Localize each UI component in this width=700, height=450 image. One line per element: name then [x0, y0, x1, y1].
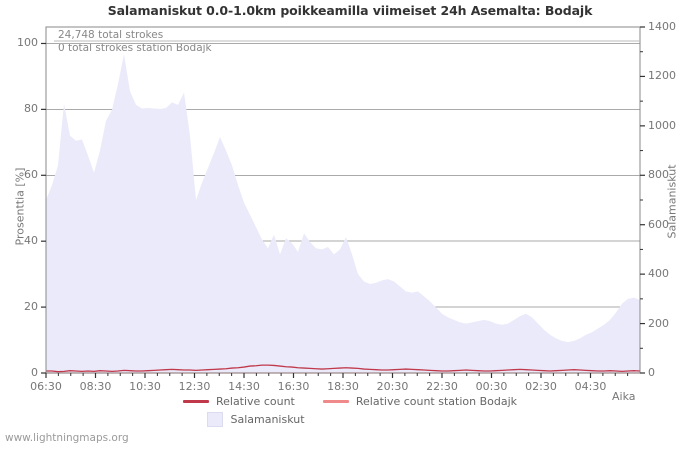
x-tick-1030: 10:30 [129, 380, 161, 393]
y-tick-right-1200: 1200 [648, 69, 676, 83]
x-axis-label: Aika [612, 390, 636, 403]
legend-item-salamaniskut[interactable]: Salamaniskut [207, 411, 305, 427]
y-tick-right-1000: 1000 [648, 118, 676, 132]
x-tick-0430: 04:30 [574, 380, 607, 393]
legend-label: Relative count station Bodajk [355, 394, 518, 408]
legend-swatch-box [207, 411, 224, 427]
chart-title: Salamaniskut 0.0-1.0km poikkeamilla viim… [107, 3, 593, 18]
y-tick-left-0: 0 [31, 366, 38, 379]
y-tick-left-80: 80 [24, 102, 38, 116]
y-tick-right-800: 800 [648, 168, 669, 182]
x-tick-1430: 14:30 [228, 380, 260, 393]
legend-label: Relative count [215, 394, 295, 408]
legend-label: Salamaniskut [230, 412, 305, 426]
x-tick-2230: 22:30 [426, 380, 458, 393]
x-tick-0630: 06:30 [30, 380, 62, 393]
chart-legend: Relative count Relative count station Bo… [0, 393, 700, 427]
y-tick-right-600: 600 [648, 217, 669, 231]
y-tick-right-1400: 1400 [648, 20, 676, 33]
x-tick-0030: 00:30 [475, 380, 508, 393]
legend-row-2: Salamaniskut [0, 411, 700, 427]
legend-swatch-line [182, 399, 209, 403]
x-tick-1630: 16:30 [277, 380, 310, 393]
legend-item-relative-count-station[interactable]: Relative count station Bodajk [322, 394, 518, 408]
y-tick-left-100: 100 [17, 36, 38, 50]
y-tick-left-60: 60 [24, 168, 38, 182]
legend-row-1: Relative count Relative count station Bo… [0, 393, 700, 409]
watermark: www.lightningmaps.org [5, 432, 129, 444]
y-tick-right-400: 400 [648, 267, 669, 281]
y-tick-left-20: 20 [24, 300, 38, 314]
y-tick-right-0: 0 [648, 366, 655, 379]
x-tick-0830: 08:30 [79, 380, 112, 393]
x-tick-1830: 18:30 [327, 380, 359, 393]
x-tick-2030: 20:30 [376, 380, 409, 393]
annotation-total-strokes: 24,748 total strokes [58, 29, 164, 41]
x-tick-1230: 12:30 [178, 380, 211, 393]
legend-item-relative-count[interactable]: Relative count [182, 394, 295, 408]
legend-swatch-line [322, 399, 349, 403]
y-tick-left-40: 40 [24, 234, 38, 248]
x-tick-0230: 02:30 [525, 380, 557, 393]
y-tick-right-200: 200 [648, 316, 669, 330]
annotation-station-strokes: 0 total strokes station Bodajk [58, 42, 212, 54]
